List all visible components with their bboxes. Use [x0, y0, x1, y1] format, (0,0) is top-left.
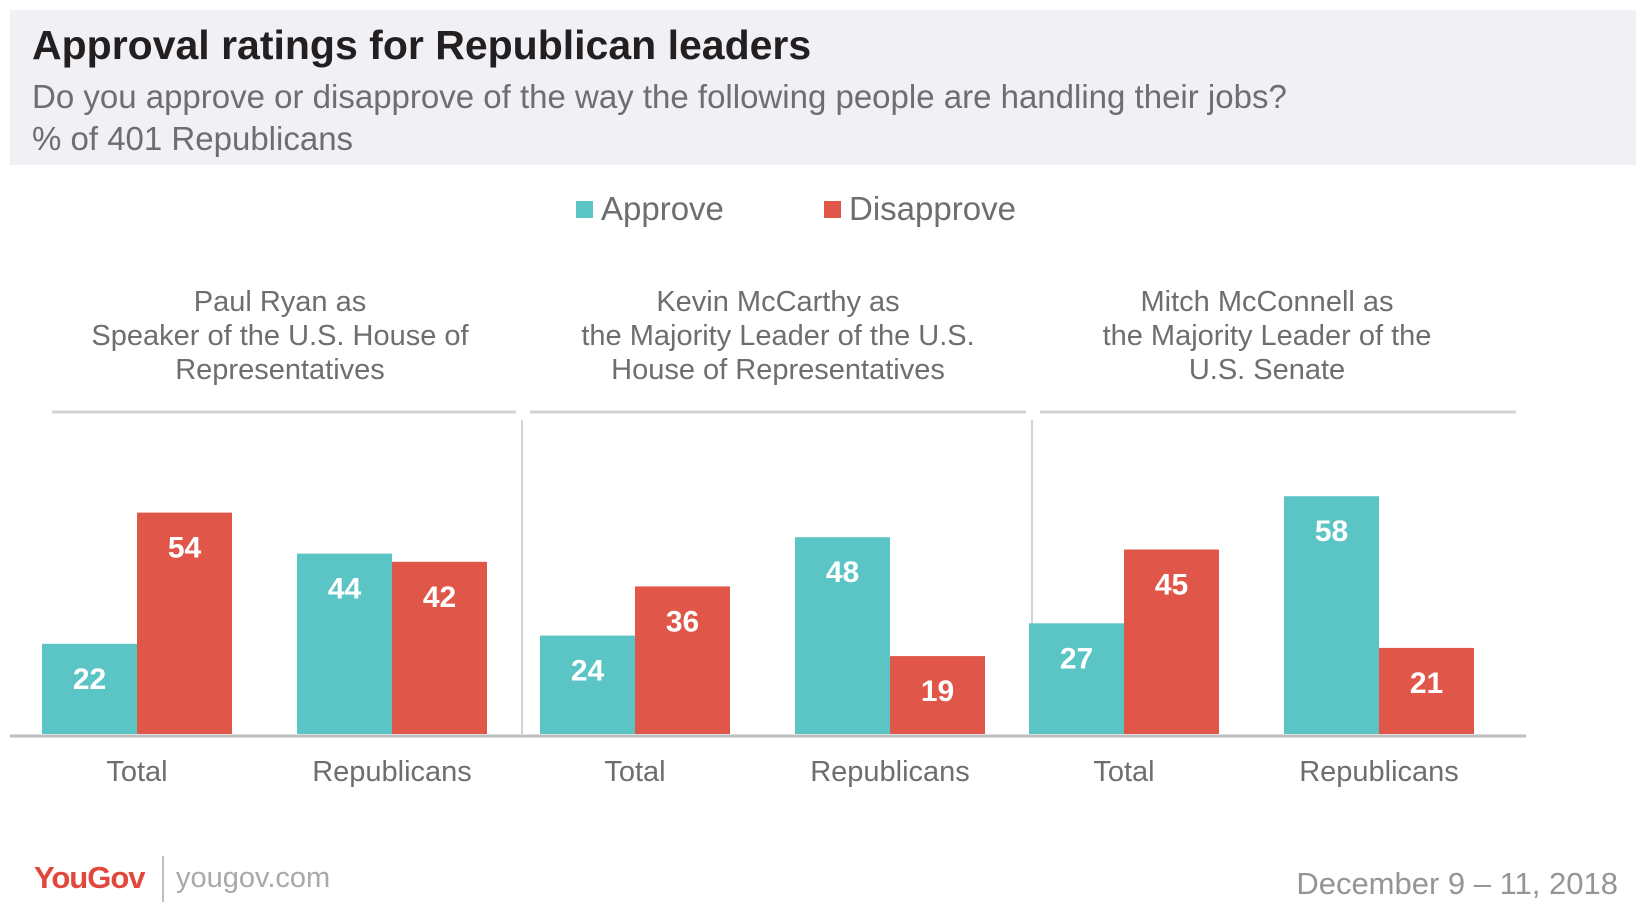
data-label-panel3-total-approve: 27 [1060, 642, 1093, 675]
data-label-panel3-republicans-disapprove: 21 [1410, 667, 1443, 700]
subtitle-sample: % of 401 Republicans [32, 120, 354, 157]
panel-2-title-line-1: Kevin McCarthy as [656, 286, 899, 318]
legend-disapprove-label: Disapprove [849, 190, 1016, 227]
panel-2-title-line-3: House of Representatives [611, 354, 945, 386]
bar-panel3-republicans-disapprove [1379, 647, 1474, 734]
data-label-panel3-republicans-approve: 58 [1315, 515, 1348, 548]
bar-panel2-republicans-approve [795, 537, 890, 734]
legend-disapprove: Disapprove [824, 190, 1016, 228]
bar-panel3-republicans-approve [1284, 496, 1379, 734]
panel-3-title-line-1: Mitch McConnell as [1140, 286, 1393, 318]
bar-panel2-republicans-disapprove [890, 656, 985, 734]
data-label-panel1-total-approve: 22 [73, 663, 106, 696]
panel-3-title-line-2: the Majority Leader of the [1103, 320, 1432, 352]
panel-1-title-line-1: Paul Ryan as [194, 286, 367, 318]
chart-title: Approval ratings for Republican leaders [32, 22, 812, 68]
category-label-panel3-republicans: Republicans [1299, 756, 1459, 788]
yougov-logo: YouGov [34, 860, 146, 895]
footer-date: December 9 – 11, 2018 [1296, 866, 1618, 901]
bar-panel2-total-disapprove [635, 586, 730, 734]
category-label-panel2-total: Total [604, 756, 665, 788]
data-label-panel2-republicans-disapprove: 19 [921, 675, 954, 708]
panel-1-title-line-2: Speaker of the U.S. House of [91, 320, 469, 352]
chart-header: Approval ratings for Republican leaders … [10, 10, 1636, 165]
data-label-panel2-total-disapprove: 36 [666, 605, 699, 638]
legend-approve-swatch [576, 200, 593, 218]
panel-2-title-line-2: the Majority Leader of the U.S. [581, 320, 974, 352]
panel-1-title-line-3: Representatives [175, 354, 385, 386]
subtitle-question: Do you approve or disapprove of the way … [32, 78, 1287, 115]
bar-panel1-republicans-disapprove [392, 561, 487, 734]
bar-panel1-total-approve [42, 643, 137, 734]
data-label-panel2-total-approve: 24 [571, 655, 605, 688]
category-label-panel1-republicans: Republicans [312, 756, 472, 788]
bar-panel1-total-disapprove [137, 512, 232, 734]
footer-url: yougov.com [176, 862, 331, 894]
footer-separator [162, 856, 164, 902]
panel-3-title-line-3: U.S. Senate [1189, 354, 1345, 386]
bar-panel3-total-approve [1029, 623, 1124, 734]
data-label-panel1-republicans-approve: 44 [328, 573, 362, 606]
data-label-panel1-republicans-disapprove: 42 [423, 581, 456, 614]
data-label-panel2-republicans-approve: 48 [826, 556, 859, 589]
data-label-panel3-total-disapprove: 45 [1155, 569, 1188, 602]
bar-panel1-republicans-approve [297, 553, 392, 734]
legend-disapprove-swatch [824, 200, 841, 218]
data-label-panel1-total-disapprove: 54 [168, 532, 202, 565]
category-label-panel1-total: Total [106, 756, 167, 788]
chart-legend: Approve Disapprove [0, 190, 1646, 234]
category-label-panel2-republicans: Republicans [810, 756, 970, 788]
chart-subtitle: Do you approve or disapprove of the way … [32, 76, 1287, 160]
category-label-panel3-total: Total [1093, 756, 1154, 788]
bar-panel2-total-approve [540, 635, 635, 734]
legend-approve-label: Approve [601, 190, 724, 227]
bar-panel3-total-disapprove [1124, 549, 1219, 734]
legend-approve: Approve [576, 190, 724, 228]
